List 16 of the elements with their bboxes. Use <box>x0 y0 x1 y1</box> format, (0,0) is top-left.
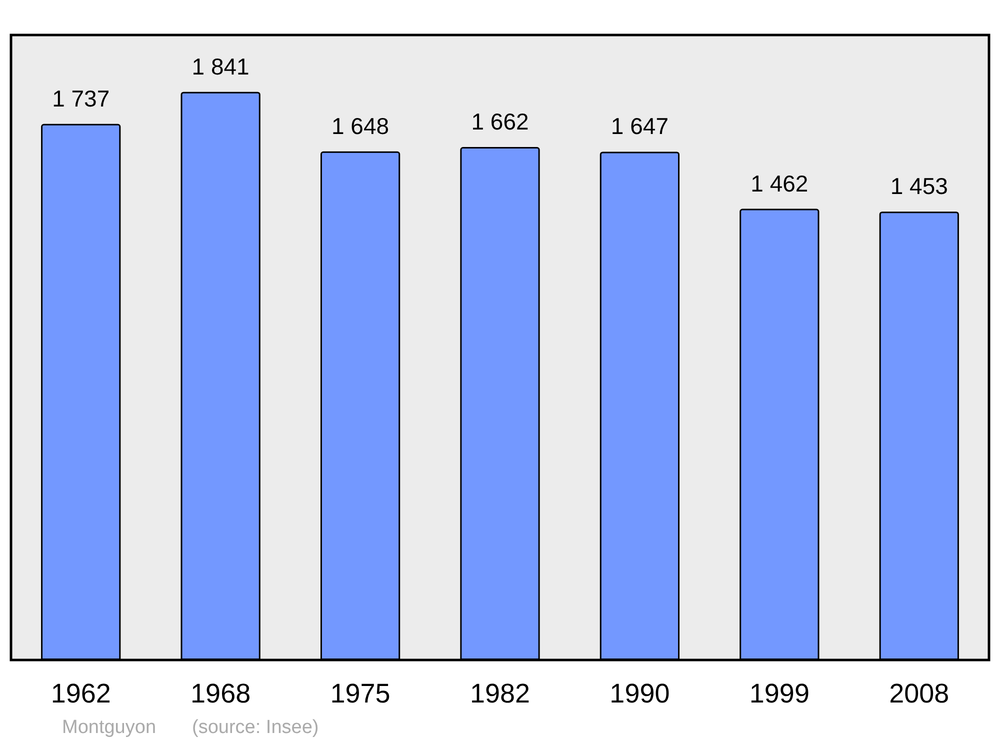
data-label: 1 647 <box>610 113 668 140</box>
x-tick-label: 2008 <box>889 678 950 708</box>
text: Montguyon <box>62 717 156 738</box>
x-tick-label: 1968 <box>190 678 251 708</box>
data-label: 1 841 <box>192 53 250 80</box>
data-label: 1 737 <box>52 85 110 112</box>
data-label: 1 462 <box>750 170 808 196</box>
x-tick-label: 1990 <box>610 678 670 708</box>
data-label: 1 453 <box>890 173 948 200</box>
data-label: 1 648 <box>332 112 390 139</box>
x-tick-label: 1999 <box>749 678 810 708</box>
x-tick-label: 1962 <box>50 678 111 708</box>
data-label: 1 662 <box>471 108 529 135</box>
x-tick-label: 1975 <box>330 678 390 708</box>
x-tick-label: 1982 <box>470 678 530 708</box>
text: (source: Insee) <box>192 717 319 738</box>
